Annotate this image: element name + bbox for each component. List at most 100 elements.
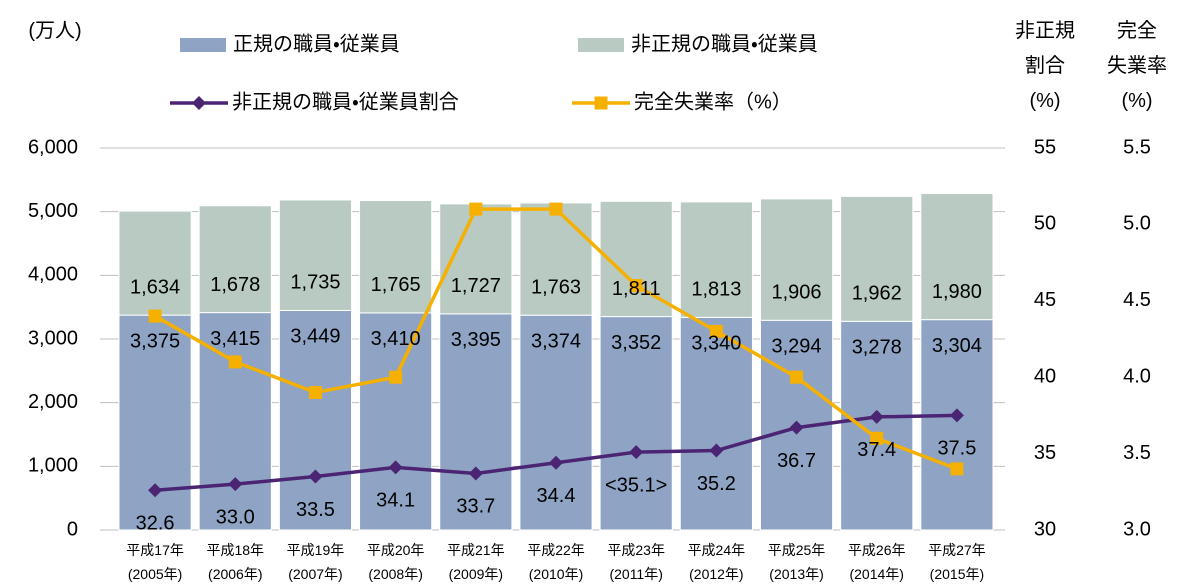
point-marker <box>790 370 804 384</box>
bar-value-label: 1,735 <box>290 272 340 294</box>
y3-tick-label: 4.5 <box>1123 289 1151 311</box>
bar-segment <box>198 205 272 314</box>
point-marker <box>629 445 644 460</box>
line-value-label: 35.2 <box>697 473 736 495</box>
y2-tick-label: 40 <box>1034 365 1056 387</box>
line-value-label: 34.1 <box>376 490 415 512</box>
point-marker <box>148 483 163 498</box>
bar-segment <box>519 202 593 316</box>
bar-segment <box>439 313 513 531</box>
bar-value-label: 1,813 <box>691 279 741 301</box>
bar-value-label: 3,294 <box>772 336 822 358</box>
legend-swatch <box>180 38 226 52</box>
bar-value-label: 1,634 <box>130 276 180 298</box>
y-tick-label: 3,000 <box>28 327 78 349</box>
point-marker <box>869 409 884 424</box>
bar-segment <box>920 193 994 321</box>
point-marker <box>228 477 243 492</box>
bar-value-label: 1,906 <box>772 282 822 304</box>
point-marker <box>950 462 964 476</box>
bar-value-label: 1,727 <box>451 275 501 297</box>
x-tick-label: 平成26年 (2014年) <box>847 542 906 582</box>
point-marker <box>468 466 483 481</box>
point-marker <box>308 469 323 484</box>
point-marker <box>549 455 563 470</box>
legend-label: 非正規の職員・従業員割合 <box>232 90 459 113</box>
y-tick-label: 2,000 <box>28 391 78 413</box>
x-tick-label: 平成19年 (2007年) <box>286 542 345 582</box>
y-axis-title: (万人) <box>28 20 82 42</box>
point-marker <box>789 420 804 435</box>
bar-value-label: 3,340 <box>691 333 741 355</box>
legend-marker <box>192 96 206 110</box>
x-tick-label: 平成23年 (2011年) <box>607 542 665 582</box>
bar-value-label: 3,304 <box>932 335 982 357</box>
x-tick-label: 平成27年 (2015年) <box>928 542 986 582</box>
bar-segment <box>359 312 433 531</box>
x-tick-label: 平成21年 (2009年) <box>447 542 505 582</box>
bar-value-label: 1,763 <box>531 276 581 298</box>
line-value-label: 36.7 <box>777 450 816 472</box>
y2-tick-label: 35 <box>1034 442 1056 464</box>
x-tick-label: 平成25年 (2013年) <box>767 542 826 582</box>
y3-tick-label: 5.0 <box>1123 213 1151 235</box>
point-marker <box>870 431 884 445</box>
point-marker <box>228 355 242 369</box>
bar-value-label: 3,278 <box>852 337 902 359</box>
y2-tick-label: 50 <box>1034 213 1056 235</box>
line-value-label: 33.7 <box>456 496 495 518</box>
y2-tick-label: 30 <box>1034 518 1056 540</box>
x-tick-label: 平成17年 (2005年) <box>126 542 184 582</box>
bar-value-label: 3,375 <box>130 330 180 352</box>
legend-label: 正規の職員・従業員 <box>233 32 400 55</box>
line-value-label: 34.4 <box>537 485 576 507</box>
legend-label: 完全失業率（%） <box>634 90 792 113</box>
point-marker <box>388 460 403 475</box>
point-marker <box>949 408 964 423</box>
legend-marker <box>594 96 608 110</box>
bar-value-label: 1,765 <box>371 274 421 296</box>
y-tick-label: 4,000 <box>28 264 78 286</box>
y3-tick-label: 5.5 <box>1123 136 1151 158</box>
line-value-label: <35.1> <box>605 474 667 496</box>
legend-label: 非正規の職員・従業員 <box>631 32 818 55</box>
point-marker <box>308 385 322 399</box>
bar-value-label: 3,352 <box>611 332 661 354</box>
bar-value-label: 1,980 <box>932 281 982 303</box>
bar-segment <box>519 314 593 531</box>
x-tick-label: 平成24年 (2012年) <box>687 542 746 582</box>
bar-segment <box>278 199 353 311</box>
line-value-label: 37.4 <box>857 439 896 461</box>
point-marker <box>148 309 162 323</box>
point-marker <box>389 370 403 384</box>
bar-value-label: 3,449 <box>290 326 340 348</box>
y3-tick-label: 3.5 <box>1123 442 1151 464</box>
bar-value-label: 3,415 <box>210 328 260 350</box>
x-tick-label: 平成20年 (2008年) <box>366 542 425 582</box>
point-marker <box>709 324 723 338</box>
point-marker <box>549 202 563 216</box>
point-marker <box>469 202 483 216</box>
bar-value-label: 1,962 <box>852 283 902 305</box>
y-tick-label: 5,000 <box>28 200 78 222</box>
point-marker <box>709 443 724 458</box>
y-tick-label: 0 <box>67 518 78 540</box>
y-tick-label: 1,000 <box>28 455 78 477</box>
bar-segment <box>679 201 753 318</box>
bar-segment <box>759 198 834 321</box>
y3-tick-label: 4.0 <box>1123 365 1151 387</box>
bar-segment <box>599 316 673 531</box>
bar-segment <box>920 319 994 531</box>
y2-tick-label: 45 <box>1034 289 1056 311</box>
bar-value-label: 3,374 <box>531 330 581 352</box>
line-value-label: 32.6 <box>136 513 175 535</box>
y-tick-label: 6,000 <box>28 136 78 158</box>
point-marker <box>629 279 643 293</box>
x-tick-label: 平成22年 (2010年) <box>527 542 585 582</box>
bar-segment <box>278 309 353 531</box>
line-value-label: 37.5 <box>937 438 976 460</box>
x-tick-label: 平成18年 (2006年) <box>206 542 265 582</box>
line-value-label: 33.5 <box>296 499 335 521</box>
